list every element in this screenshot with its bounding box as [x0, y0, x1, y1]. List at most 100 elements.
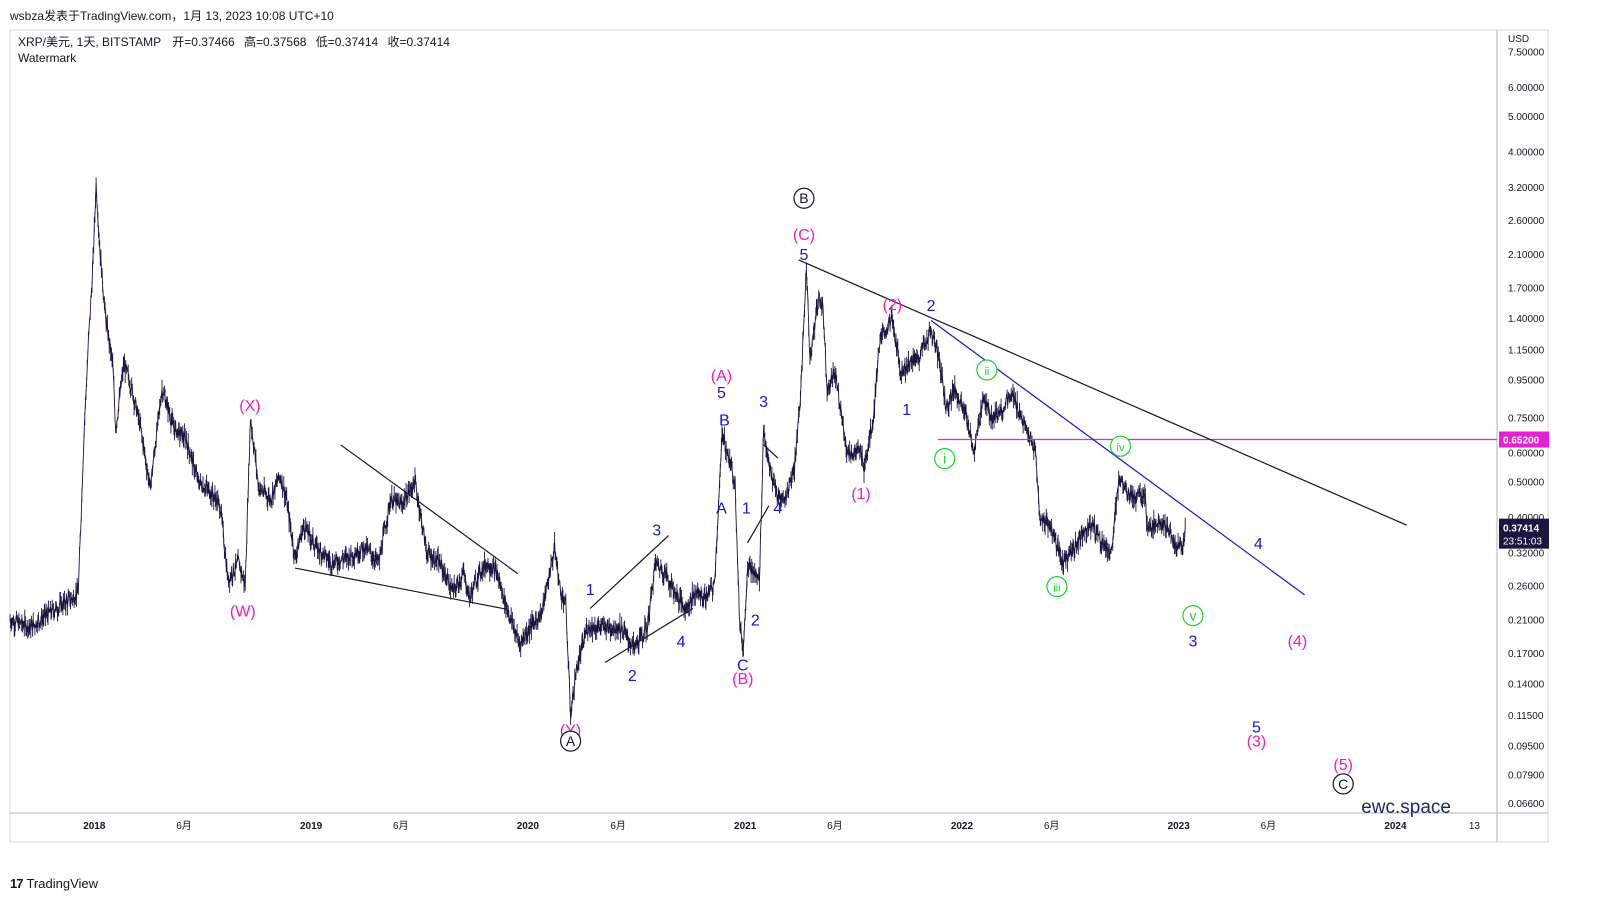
wave-label: 5	[717, 385, 726, 402]
wave-label: A	[566, 733, 576, 749]
price-axis[interactable]: USD 7.50000 6.00000 5.00000 4.00000 3.20000 2.…	[10, 30, 1548, 842]
wave-label: B	[799, 190, 808, 206]
time-tick-label: 6月	[610, 820, 626, 832]
time-tick-label: 2020	[517, 821, 540, 832]
wave-label: 1	[902, 402, 911, 419]
wave-label: (5)	[1333, 757, 1353, 774]
last-price-countdown: 23:51:03	[1503, 537, 1542, 548]
trendline	[763, 444, 779, 459]
time-tick-label: 6月	[1261, 820, 1277, 832]
trendline	[798, 259, 1407, 526]
price-axis-currency: USD	[1508, 34, 1529, 45]
time-tick-label: 6月	[1044, 820, 1060, 832]
wave-label: A	[716, 500, 727, 517]
wave-label: 3	[1188, 633, 1197, 650]
wave-label-circle	[934, 448, 956, 470]
wave-label: 3	[652, 522, 661, 539]
time-tick-label: 6月	[827, 820, 843, 832]
trendline	[294, 567, 506, 610]
wave-label-circle	[1332, 773, 1354, 795]
wave-label: 4	[1254, 536, 1263, 553]
time-axis[interactable]: 2018 6月 2019 6月 2020 6月 2021 6月 2022 6月 2023 6月 2024…	[83, 820, 1480, 832]
legend-low-label: 低	[316, 35, 328, 49]
wave-label-circle	[1182, 604, 1204, 627]
wave-label: 5	[1252, 719, 1261, 736]
price-tick-label: 5.00000	[1508, 112, 1545, 123]
time-tick-label: 6月	[393, 820, 409, 832]
snapshot-header: wsbza发表于TradingView.com，1月 13, 2023 10:0…	[10, 9, 334, 23]
tradingview-logo[interactable]: 17 TradingView	[10, 876, 98, 891]
trendlines	[294, 259, 1407, 664]
wave-label: (C)	[793, 227, 815, 244]
svg-text:XRP/美元, 1天, BITSTAMP 开=0: XRP/美元, 1天, BITSTAMP 开=0.37466 高=0.37568…	[18, 34, 450, 49]
wave-label: (4)	[1288, 633, 1308, 650]
wave-label: 5	[800, 247, 809, 264]
legend-open-value: =0.37466	[184, 35, 235, 49]
price-tick-label: 2.60000	[1508, 216, 1545, 227]
time-tick-label: 13	[1469, 821, 1481, 832]
legend-high-label: 高	[244, 34, 256, 49]
price-tick-label: 0.07900	[1508, 771, 1545, 782]
price-tick-label: 0.14000	[1508, 680, 1545, 691]
plot-area	[9, 29, 1549, 843]
wave-label-circle	[1046, 576, 1068, 598]
wave-label: B	[719, 412, 730, 429]
wave-label-circle	[1109, 435, 1132, 457]
ohlc-legend: XRP/美元, 1天, BITSTAMP 开=0.37466 高=0.37568…	[18, 34, 450, 65]
wave-label: (2)	[883, 297, 903, 314]
price-tick-label: 4.00000	[1508, 148, 1545, 159]
price-tick-label: 0.17000	[1508, 649, 1545, 660]
level-price-tag	[1499, 431, 1549, 448]
last-price-tag	[1499, 518, 1549, 549]
wave-label: iii	[1053, 583, 1060, 595]
price-tick-label: 0.11500	[1508, 711, 1544, 722]
wave-label: iv	[1117, 442, 1125, 454]
time-tick-label: 2024	[1384, 821, 1407, 832]
wave-label-circle	[793, 187, 815, 209]
price-tick-label: 6.00000	[1508, 83, 1545, 94]
wave-label: (X)	[239, 398, 260, 415]
wave-label: 2	[751, 612, 760, 629]
wave-label: (B)	[732, 671, 753, 688]
level-price-tag-label: 0.65200	[1503, 435, 1540, 446]
wave-label: i	[943, 451, 946, 467]
trendline	[589, 535, 669, 609]
price-tick-label: 1.70000	[1508, 283, 1545, 294]
wave-label: (3)	[1247, 733, 1267, 750]
legend-close-label: 收	[388, 35, 400, 49]
wave-annotations: (W)(X)(Y)A1234(A)5BA1342C(B)B(C)5(1)(2)1…	[230, 187, 1354, 795]
time-tick-label: 2023	[1168, 821, 1191, 832]
time-tick-label: 2019	[300, 821, 323, 832]
price-tick-label: 0.09500	[1508, 741, 1545, 752]
time-tick-label: 2021	[734, 821, 757, 832]
wave-label-circle	[559, 730, 582, 752]
price-tick-label: 0.95000	[1508, 376, 1545, 387]
price-tick-label: 1.15000	[1508, 345, 1545, 356]
legend-open-label: 开	[172, 35, 184, 49]
time-tick-label: 2022	[951, 821, 974, 832]
price-tick-label: 0.75000	[1508, 413, 1545, 424]
legend-symbol: XRP/美元, 1天, BITSTAMP	[18, 35, 161, 49]
wave-label: 3	[759, 394, 768, 411]
wave-label: (W)	[230, 604, 256, 621]
time-tick-label: 2018	[83, 821, 106, 832]
wave-label: C	[1338, 776, 1348, 792]
wave-label: 2	[628, 668, 637, 685]
price-tick-label: 0.06600	[1508, 799, 1545, 810]
price-tick-label: 0.26000	[1508, 581, 1545, 592]
price-tick-label: 2.10000	[1508, 250, 1545, 261]
legend-watermark-label: Watermark	[18, 51, 77, 65]
trendline	[340, 444, 519, 575]
price-tick-label: 1.40000	[1508, 314, 1545, 325]
wave-label: C	[737, 657, 749, 674]
daily-candles	[9, 177, 1186, 725]
legend-low-value: =0.37414	[328, 35, 379, 49]
tradingview-logo-icon: 17	[10, 876, 24, 891]
price-tags: 0.65200 0.37414 23:51:03	[1499, 431, 1549, 549]
wave-label: 4	[677, 634, 686, 651]
wave-label: 4	[773, 500, 782, 517]
price-tick-label: 0.21000	[1508, 615, 1545, 626]
wave-label: v	[1189, 608, 1196, 624]
wave-label-circle	[976, 359, 998, 381]
